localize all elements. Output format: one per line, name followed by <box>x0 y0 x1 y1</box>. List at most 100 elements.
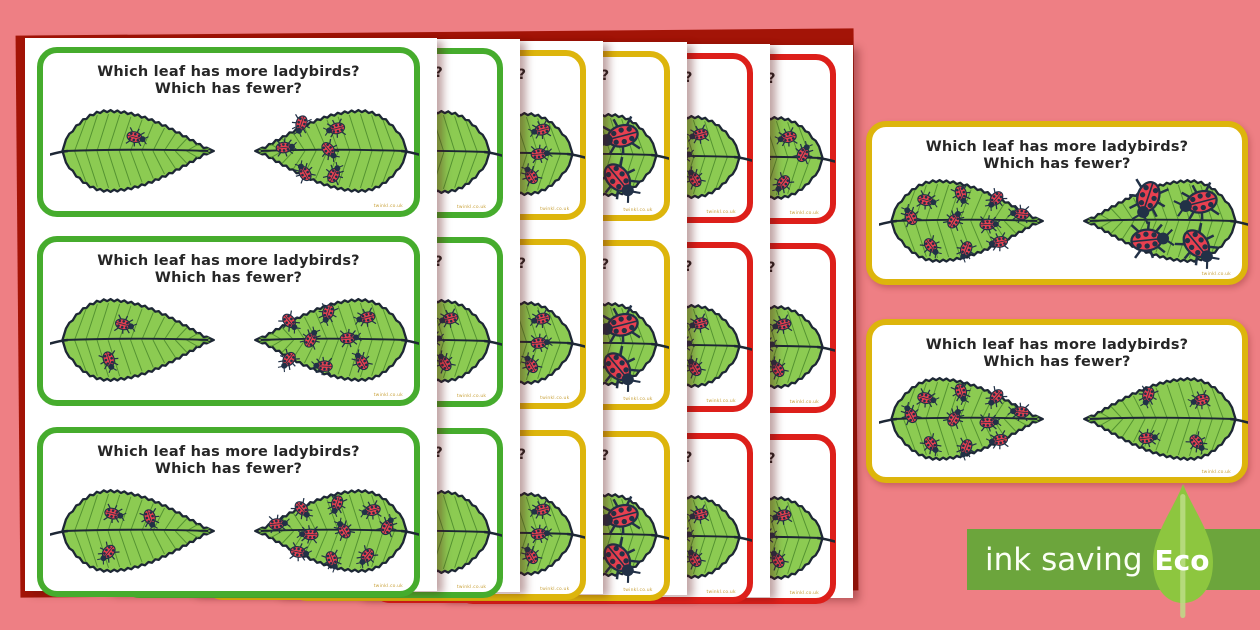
ladybird-icon <box>358 500 382 520</box>
ladybird-icon <box>1128 178 1170 225</box>
card-question: Which leaf has more ladybirds? Which has… <box>97 444 360 477</box>
ladybird-icon <box>268 514 291 534</box>
ladybird-icon <box>290 497 314 521</box>
ladybird-icon <box>684 545 706 570</box>
ladybird-icon <box>767 356 789 380</box>
watermark: twinkl.co.uk <box>706 589 736 595</box>
ladybird-icon <box>521 543 543 567</box>
ladybird-icon <box>278 310 301 334</box>
ladybird-icon <box>950 184 971 207</box>
ladybird-icon <box>1173 181 1220 221</box>
ladybird-icon <box>985 232 1009 252</box>
leaf-illustration <box>50 297 215 383</box>
ladybird-icon <box>919 433 942 457</box>
ladybird-icon <box>767 547 789 571</box>
leaf-illustration <box>50 488 215 574</box>
ladybird-icon <box>686 312 710 333</box>
ladybird-icon <box>686 503 710 524</box>
ladybird-icon <box>979 413 1002 432</box>
ladybird-icon <box>351 349 373 373</box>
watermark: twinkl.co.uk <box>789 400 819 405</box>
leaf-right <box>241 286 419 394</box>
leaf-right <box>241 477 419 585</box>
ladybird-icon <box>434 350 457 375</box>
ladybird-icon <box>769 314 793 334</box>
watermark: twinkl.co.uk <box>706 209 736 215</box>
ladybird-icon <box>942 207 965 231</box>
leaf-right <box>241 97 419 205</box>
ladybird-icon <box>275 138 298 157</box>
ladybird-icon <box>310 356 333 376</box>
ladybird-icon <box>528 308 552 328</box>
ladybird-icon <box>113 314 138 334</box>
ladybird-icon <box>1185 431 1208 455</box>
ladybird-icon <box>530 333 554 353</box>
leaf-left <box>879 365 1057 473</box>
watermark: twinkl.co.uk <box>789 591 819 596</box>
watermark: twinkl.co.uk <box>789 211 819 216</box>
watermark: twinkl.co.uk <box>373 584 403 589</box>
card-question: Which leaf has more ladybirds? Which has… <box>97 253 360 286</box>
ladybird-icon <box>521 352 543 376</box>
ladybird-icon <box>322 161 344 186</box>
ladybird-icon <box>289 542 313 562</box>
ladybird-icon <box>792 140 814 165</box>
card-question: Which leaf has more ladybirds? Which has… <box>97 64 360 97</box>
watermark: twinkl.co.uk <box>456 585 487 591</box>
ladybird-icon <box>322 118 347 138</box>
ladybird-icon <box>1138 385 1159 409</box>
ladybird-icon <box>942 405 965 429</box>
ladybird-icon <box>291 114 312 137</box>
ladybird-icon <box>530 144 554 164</box>
ladybird-icon <box>595 537 641 584</box>
ladybird-icon <box>299 326 321 350</box>
ladybird-icon <box>294 160 316 184</box>
ladybird-icon <box>327 494 348 517</box>
leaf-left <box>50 477 228 585</box>
leaf-illustration <box>254 297 419 383</box>
ladybird-icon <box>916 388 940 408</box>
ladybird-icon <box>318 303 339 326</box>
watermark: twinkl.co.uk <box>623 588 653 594</box>
eco-label: Eco <box>1154 544 1210 577</box>
ladybird-icon <box>98 350 119 373</box>
leaf-illustration <box>879 376 1044 462</box>
ladybird-icon <box>900 203 922 228</box>
preview-card-green: Which leaf has more ladybirds? Which has… <box>866 319 1248 483</box>
leaf-left <box>50 286 228 394</box>
watermark: twinkl.co.uk <box>623 208 653 214</box>
watermark: twinkl.co.uk <box>1201 272 1231 277</box>
ladybird-icon <box>916 190 940 210</box>
ladybird-icon <box>984 187 1008 211</box>
leaf-right <box>1070 365 1248 473</box>
watermark: twinkl.co.uk <box>373 393 403 398</box>
leaf-left <box>879 167 1057 275</box>
ladybird-icon <box>919 235 942 259</box>
ladybird-icon <box>296 525 319 544</box>
question-card: Which leaf has more ladybirds? Which has… <box>37 236 420 406</box>
question-card: Which leaf has more ladybirds? Which has… <box>37 47 420 217</box>
ladybird-icon <box>686 123 710 144</box>
leaf-illustration <box>254 108 419 194</box>
ladybird-icon <box>125 127 149 147</box>
ladybird-icon <box>1174 222 1220 269</box>
ladybird-icon <box>1007 204 1030 224</box>
watermark: twinkl.co.uk <box>540 206 570 212</box>
ladybird-icon <box>900 401 922 426</box>
ladybird-icon <box>1138 428 1161 448</box>
leaf-illustration <box>1083 178 1248 269</box>
ladybird-icon <box>339 328 362 348</box>
ladybird-icon <box>528 499 552 519</box>
ladybird-icon <box>528 119 552 139</box>
ladybird-icon <box>684 165 706 190</box>
card-question: Which leaf has more ladybirds? Which has… <box>925 139 1189 172</box>
ladybird-icon <box>376 513 398 538</box>
leaf-illustration <box>1083 376 1248 462</box>
ladybird-icon <box>956 239 977 263</box>
ladybird-icon <box>333 517 356 541</box>
ladybird-icon <box>979 215 1002 234</box>
ladybird-icon <box>356 545 379 569</box>
leaf-illustration <box>50 108 215 194</box>
question-card: Which leaf has more ladybirds? Which has… <box>37 427 420 597</box>
